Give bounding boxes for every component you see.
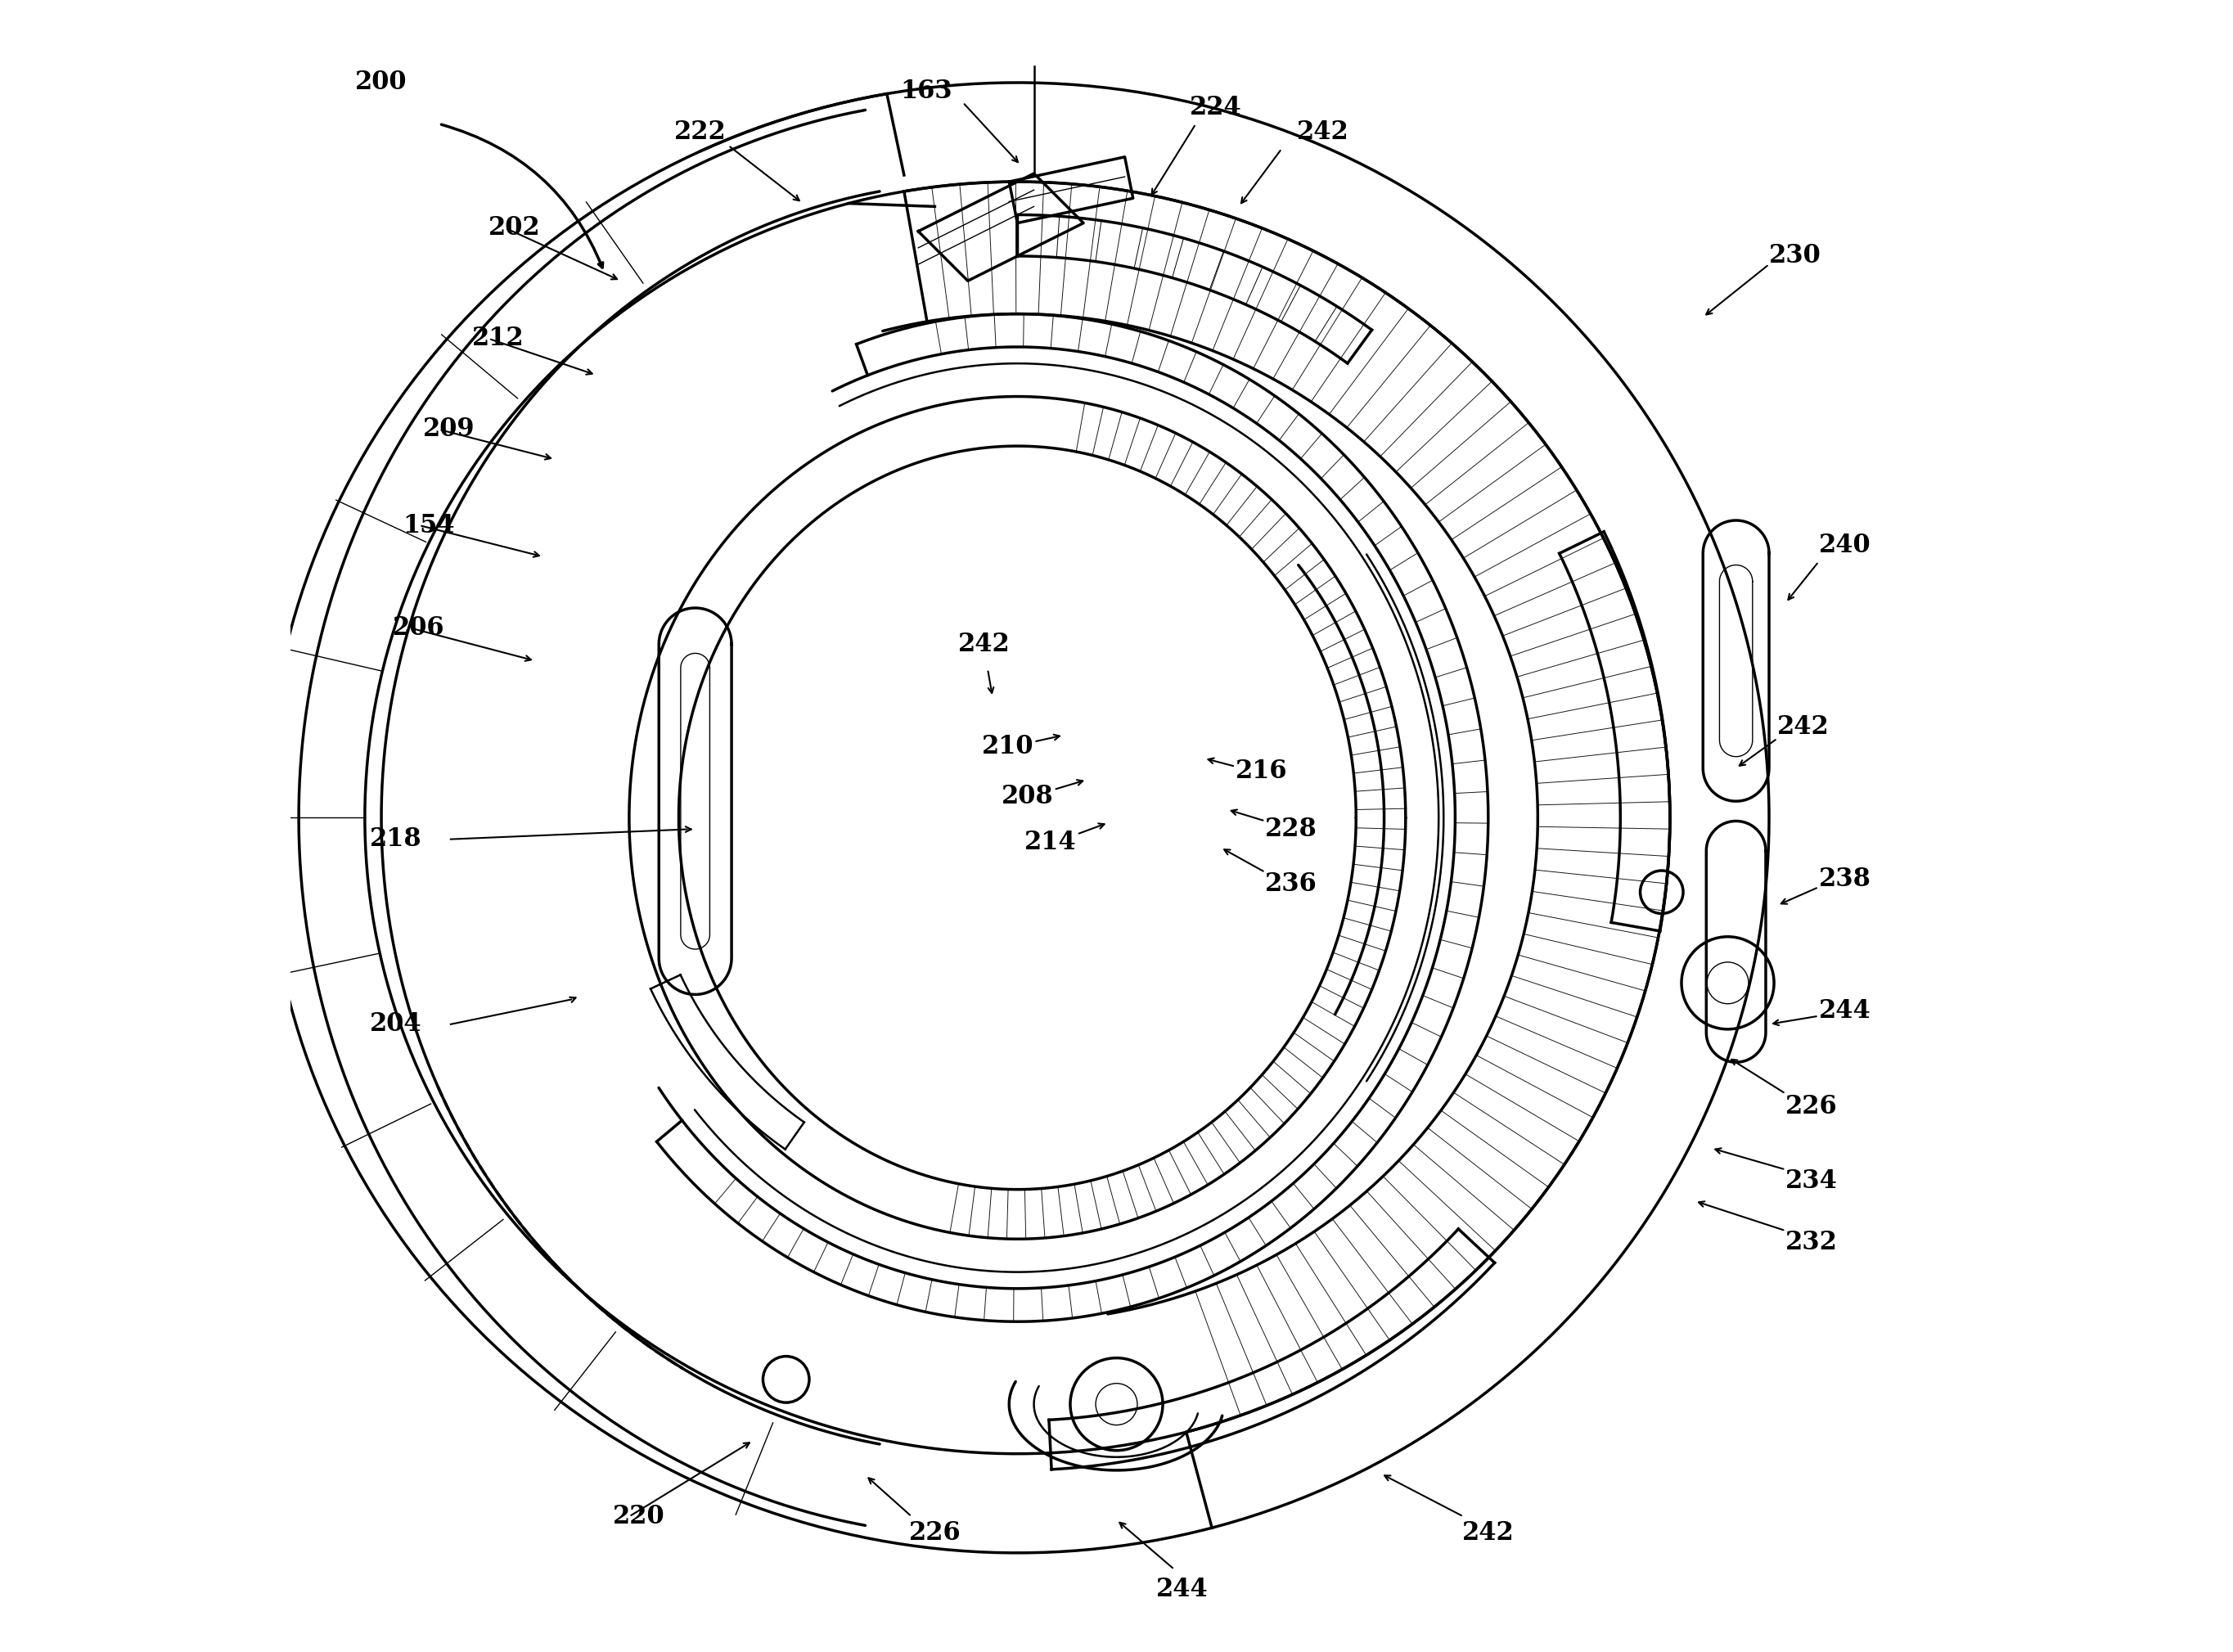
Text: 212: 212 <box>471 325 525 352</box>
Text: 220: 220 <box>612 1503 665 1530</box>
Text: 222: 222 <box>674 119 726 145</box>
Text: 228: 228 <box>1266 816 1317 843</box>
Text: 200: 200 <box>355 69 406 96</box>
Text: 224: 224 <box>1190 94 1242 121</box>
Text: 234: 234 <box>1786 1168 1838 1194</box>
Text: 154: 154 <box>402 512 456 539</box>
Text: 210: 210 <box>983 733 1034 760</box>
Text: 242: 242 <box>1297 119 1349 145</box>
Text: 242: 242 <box>958 631 1009 657</box>
Text: 236: 236 <box>1266 871 1317 897</box>
Text: 232: 232 <box>1786 1229 1838 1256</box>
Text: 208: 208 <box>1003 783 1054 809</box>
Text: 216: 216 <box>1235 758 1288 785</box>
Text: 214: 214 <box>1025 829 1076 856</box>
Text: 244: 244 <box>1818 998 1871 1024</box>
Text: 240: 240 <box>1818 532 1871 558</box>
Text: 226: 226 <box>909 1520 960 1546</box>
Text: 244: 244 <box>1157 1576 1208 1602</box>
Text: 218: 218 <box>371 826 422 852</box>
Text: 206: 206 <box>393 615 444 641</box>
Text: 238: 238 <box>1818 866 1871 892</box>
Text: 242: 242 <box>1463 1520 1514 1546</box>
Text: 226: 226 <box>1786 1094 1838 1120</box>
Text: 242: 242 <box>1777 714 1829 740</box>
Text: 163: 163 <box>900 78 953 104</box>
Text: 230: 230 <box>1769 243 1822 269</box>
Text: 209: 209 <box>422 416 476 443</box>
Text: 202: 202 <box>489 215 540 241</box>
Text: 204: 204 <box>371 1011 422 1037</box>
